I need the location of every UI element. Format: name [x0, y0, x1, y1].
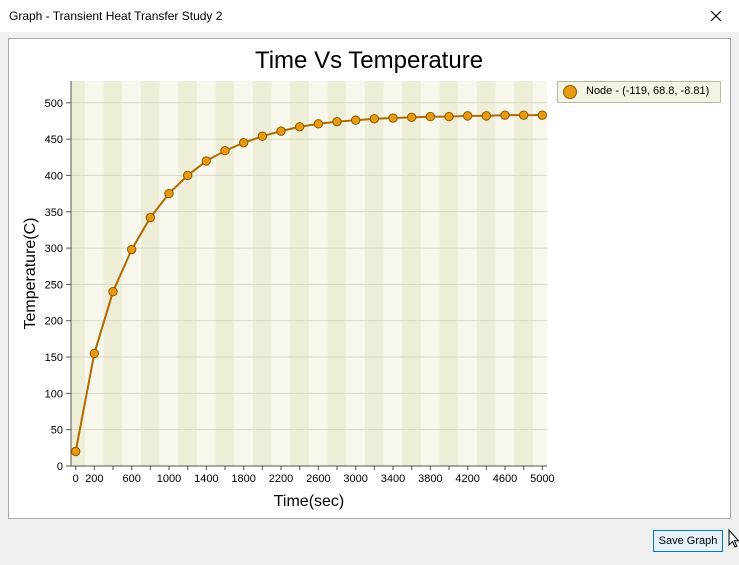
legend-entry-label: Node - (-119, 68.8, -8.81): [586, 85, 710, 97]
data-point: [89, 348, 100, 359]
chart-panel: 0 50 100 150 200 250 300 350 400 450 500 0 200 600 100…: [8, 38, 731, 519]
data-point: [108, 286, 118, 297]
plot-band: [253, 81, 272, 466]
data-point: [406, 112, 417, 123]
data-point: [126, 244, 137, 255]
y-tick-label: 200: [45, 316, 63, 328]
plot-band: [290, 81, 309, 466]
close-button[interactable]: [693, 0, 739, 32]
data-point: [294, 122, 305, 132]
y-tick-label: 300: [45, 243, 63, 255]
data-point: [182, 170, 193, 181]
data-point: [332, 116, 342, 127]
plot-band: [514, 81, 533, 466]
data-point: [444, 111, 454, 122]
y-axis-label: Temperature(C): [22, 217, 39, 329]
plot-band: [71, 81, 85, 466]
data-point: [257, 131, 268, 141]
data-point: [350, 115, 361, 125]
save-graph-button[interactable]: Save Graph: [653, 530, 723, 552]
plot-band: [197, 81, 216, 466]
y-tick-label: 150: [45, 352, 63, 364]
data-point: [462, 111, 473, 121]
plot-band: [85, 81, 104, 466]
plot-band: [215, 81, 235, 466]
x-tick-label: 600: [122, 473, 140, 485]
x-tick-label: 4200: [455, 473, 479, 485]
x-tick-label: 3000: [343, 473, 367, 485]
plot-band: [477, 81, 496, 466]
plot-band: [439, 81, 459, 466]
data-point: [481, 111, 492, 121]
title-bar[interactable]: Graph - Transient Heat Transfer Study 2: [0, 0, 739, 32]
plot-band: [495, 81, 515, 466]
plot-band: [178, 81, 197, 466]
data-point: [369, 114, 380, 124]
plot-band: [141, 81, 160, 466]
y-tick-label: 400: [45, 170, 63, 182]
y-tick-label: 0: [57, 461, 63, 473]
chart-title: Time Vs Temperature: [255, 47, 483, 74]
plot-band: [421, 81, 440, 466]
x-tick-label: 5000: [530, 473, 554, 485]
plot-band: [234, 81, 253, 466]
chart-legend: Node - (-119, 68.8, -8.81): [557, 81, 721, 103]
x-tick-label: 1000: [157, 473, 181, 485]
x-tick-label: 1800: [231, 473, 255, 485]
x-tick-label: 4600: [493, 473, 517, 485]
data-point: [164, 188, 174, 199]
data-point: [388, 113, 398, 123]
data-point: [201, 156, 212, 166]
data-point: [313, 119, 324, 129]
data-point: [537, 110, 548, 120]
data-point: [70, 446, 81, 457]
y-tick-label: 350: [45, 207, 63, 219]
plot-band: [309, 81, 328, 466]
plot-band: [327, 81, 347, 466]
x-tick-label: 200: [85, 473, 103, 485]
plot-band: [346, 81, 365, 466]
plot-band: [271, 81, 291, 466]
y-tick-label: 450: [45, 134, 63, 146]
y-tick-label: 100: [45, 388, 63, 400]
y-tick-label: 250: [45, 279, 63, 291]
plot-band: [402, 81, 421, 466]
data-point: [425, 111, 436, 122]
x-tick-label: 2200: [269, 473, 293, 485]
x-tick-label: 2600: [306, 473, 330, 485]
x-tick-label: 3800: [418, 473, 442, 485]
x-axis-label: Time(sec): [274, 493, 345, 510]
plot-band: [122, 81, 141, 466]
data-point: [220, 146, 230, 156]
plot-band: [159, 81, 179, 466]
window-title: Graph - Transient Heat Transfer Study 2: [9, 9, 223, 23]
data-point: [145, 212, 156, 223]
plot-band: [365, 81, 384, 466]
cursor-pointer-icon: [728, 528, 739, 548]
plot-band: [383, 81, 403, 466]
y-tick-label: 50: [51, 425, 63, 437]
y-tick-label: 500: [45, 98, 63, 110]
x-tick-label: 3400: [381, 473, 405, 485]
plot-band: [103, 81, 123, 466]
plot-band: [533, 81, 547, 466]
data-point: [518, 110, 529, 120]
legend-marker-icon: [563, 85, 577, 99]
data-point: [238, 138, 249, 148]
data-point: [276, 126, 286, 136]
plot-band: [458, 81, 477, 466]
x-tick-label: 1400: [194, 473, 218, 485]
x-tick-label: 0: [73, 473, 79, 485]
data-point: [500, 110, 510, 120]
close-icon: [710, 10, 722, 22]
